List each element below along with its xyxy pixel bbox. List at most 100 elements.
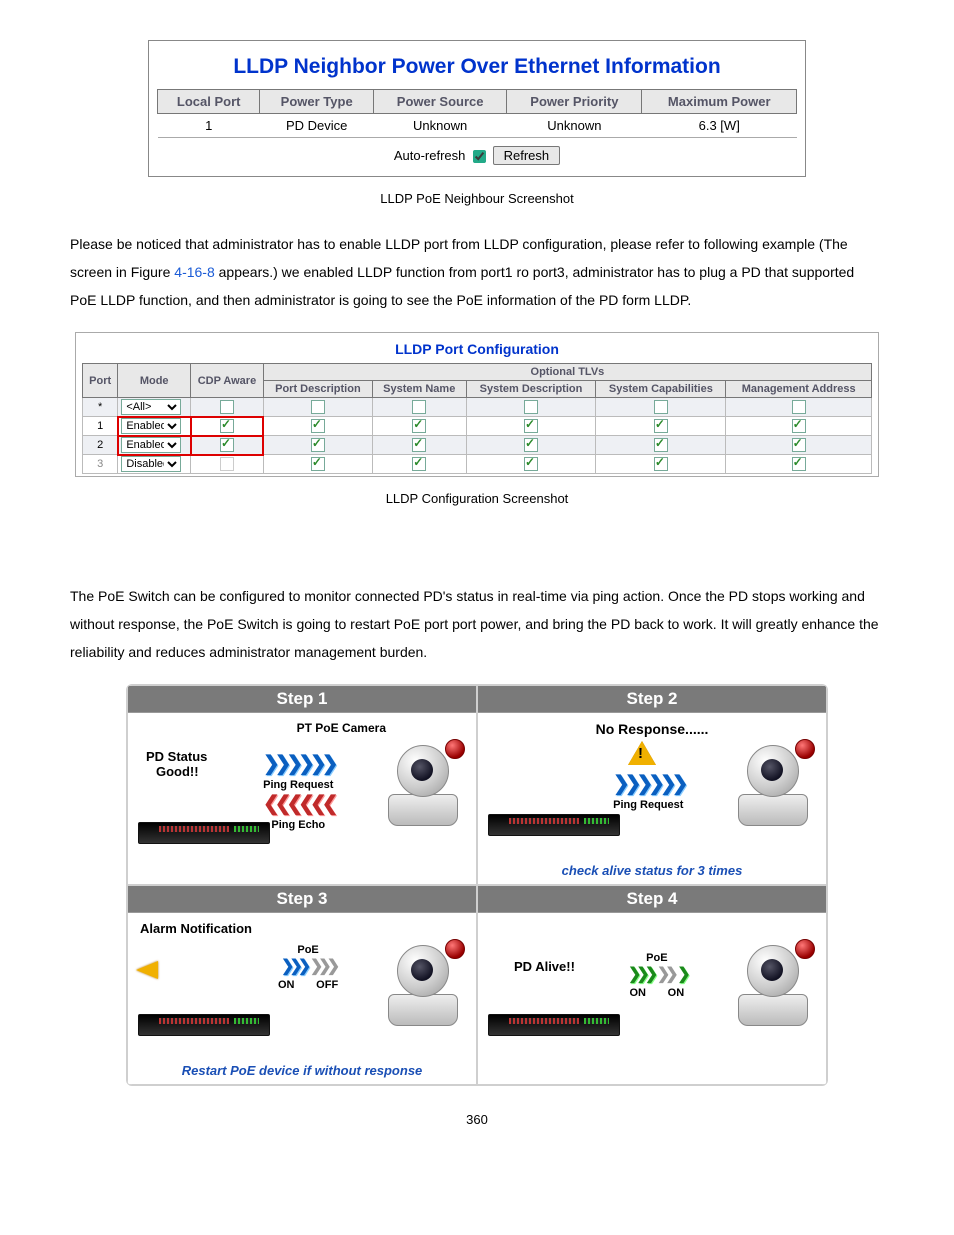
step-4-header: Step 4 <box>478 886 826 913</box>
cell-port: 3 <box>83 455 118 474</box>
cell-power-priority: Unknown <box>507 114 642 138</box>
cell-port: * <box>83 398 118 417</box>
on-label: ON <box>630 987 647 999</box>
cdp-checkbox[interactable] <box>220 400 234 414</box>
good-label: Good!! <box>156 764 199 779</box>
steps-diagram: Step 1 PD Status Good!! PT PoE Camera ❯❯… <box>126 684 828 1086</box>
arrow-left-icon <box>136 961 158 979</box>
paragraph-2: The PoE Switch can be configured to moni… <box>70 582 884 666</box>
pd-alive-label: PD Alive!! <box>514 959 575 974</box>
scap-checkbox[interactable] <box>654 438 668 452</box>
chevron-right-icon: ❯❯❯ <box>310 956 335 976</box>
cell-local-port: 1 <box>158 114 260 138</box>
lldp-poe-title: LLDP Neighbor Power Over Ethernet Inform… <box>157 55 797 79</box>
th-power-type: Power Type <box>260 90 374 114</box>
pd-status-label: PD Status <box>146 749 207 764</box>
chevron-right-icon: ❯ <box>677 964 685 984</box>
step-3-header: Step 3 <box>128 886 476 913</box>
mode-select-3[interactable]: Disabled <box>121 456 181 472</box>
chevron-right-icon: ❯❯❯❯❯❯ <box>263 751 334 776</box>
cell-max-power: 6.3 [W] <box>642 114 797 138</box>
switch-icon <box>138 822 270 844</box>
mode-select-2[interactable]: Enabled <box>121 437 181 453</box>
maddr-checkbox[interactable] <box>792 457 806 471</box>
sdesc-checkbox[interactable] <box>524 438 538 452</box>
cdp-checkbox[interactable] <box>220 419 234 433</box>
cell-port: 2 <box>83 436 118 455</box>
pdesc-checkbox[interactable] <box>311 457 325 471</box>
th-optional-tlvs: Optional TLVs <box>263 364 871 381</box>
table-row: 1 PD Device Unknown Unknown 6.3 [W] <box>158 114 797 138</box>
on-label: ON <box>278 979 295 991</box>
switch-icon <box>138 1014 270 1036</box>
pdesc-checkbox[interactable] <box>311 400 325 414</box>
no-response-label: No Response...... <box>478 721 826 737</box>
chevron-left-icon: ❮❮❮❮❮❮ <box>263 791 334 816</box>
step-4-cell: Step 4 PD Alive!! PoE ❯❯❯ ❯❯ ❯ ON ON <box>477 885 827 1085</box>
table-row: * <All> <box>83 398 872 417</box>
camera-icon <box>733 941 811 1026</box>
th-mode: Mode <box>118 364 191 398</box>
lldp-poe-caption: LLDP PoE Neighbour Screenshot <box>70 191 884 206</box>
switch-icon <box>488 1014 620 1036</box>
off-label: OFF <box>316 979 338 991</box>
th-port-desc: Port Description <box>263 381 372 398</box>
sdesc-checkbox[interactable] <box>524 457 538 471</box>
lldp-config-table: Port Mode CDP Aware Optional TLVs Port D… <box>82 363 872 474</box>
check-alive-label: check alive status for 3 times <box>478 863 826 878</box>
on-label: ON <box>668 987 685 999</box>
cell-power-source: Unknown <box>374 114 507 138</box>
chevron-right-icon: ❯❯❯ <box>281 956 306 976</box>
scap-checkbox[interactable] <box>654 419 668 433</box>
sdesc-checkbox[interactable] <box>524 419 538 433</box>
scap-checkbox[interactable] <box>654 457 668 471</box>
lldp-poe-table-box: LLDP Neighbor Power Over Ethernet Inform… <box>148 40 806 177</box>
table-row: 3 Disabled <box>83 455 872 474</box>
step-1-cell: Step 1 PD Status Good!! PT PoE Camera ❯❯… <box>127 685 477 885</box>
lldp-config-box: LLDP Port Configuration Port Mode CDP Aw… <box>75 332 879 477</box>
sname-checkbox[interactable] <box>412 457 426 471</box>
sname-checkbox[interactable] <box>412 438 426 452</box>
lldp-poe-table: Local Port Power Type Power Source Power… <box>157 89 797 138</box>
ping-request-label: Ping Request <box>613 799 683 811</box>
figure-link[interactable]: 4-16-8 <box>174 264 214 280</box>
cell-port: 1 <box>83 417 118 436</box>
step-2-cell: Step 2 No Response...... ❯❯❯❯❯❯ Ping Req… <box>477 685 827 885</box>
poe-label: PoE <box>297 944 318 956</box>
step-3-cell: Step 3 Alarm Notification PoE ❯❯❯ ❯❯❯ ON… <box>127 885 477 1085</box>
th-mgmt-addr: Management Address <box>726 381 872 398</box>
chevron-right-icon: ❯❯❯❯❯❯ <box>613 771 684 796</box>
th-sys-name: System Name <box>372 381 466 398</box>
mode-select-1[interactable]: Enabled <box>121 418 181 434</box>
scap-checkbox[interactable] <box>654 400 668 414</box>
warning-icon <box>628 741 656 768</box>
th-power-priority: Power Priority <box>507 90 642 114</box>
auto-refresh-checkbox[interactable] <box>473 150 486 163</box>
sname-checkbox[interactable] <box>412 400 426 414</box>
lldp-config-title: LLDP Port Configuration <box>82 341 872 357</box>
th-cdp: CDP Aware <box>191 364 264 398</box>
th-power-source: Power Source <box>374 90 507 114</box>
sdesc-checkbox[interactable] <box>524 400 538 414</box>
pdesc-checkbox[interactable] <box>311 419 325 433</box>
maddr-checkbox[interactable] <box>792 419 806 433</box>
lldp-config-caption: LLDP Configuration Screenshot <box>70 491 884 506</box>
th-port: Port <box>83 364 118 398</box>
poe-label: PoE <box>646 952 667 964</box>
mode-select-all[interactable]: <All> <box>121 399 181 415</box>
camera-icon <box>383 941 461 1026</box>
chevron-right-icon: ❯❯ <box>657 964 674 984</box>
paragraph-1: Please be noticed that administrator has… <box>70 230 884 314</box>
maddr-checkbox[interactable] <box>792 400 806 414</box>
camera-icon <box>733 741 811 826</box>
step-2-header: Step 2 <box>478 686 826 713</box>
pdesc-checkbox[interactable] <box>311 438 325 452</box>
sname-checkbox[interactable] <box>412 419 426 433</box>
cdp-checkbox[interactable] <box>220 457 234 471</box>
refresh-button[interactable]: Refresh <box>493 146 561 165</box>
th-local-port: Local Port <box>158 90 260 114</box>
cdp-checkbox[interactable] <box>220 438 234 452</box>
ping-echo-label: Ping Echo <box>271 819 325 831</box>
maddr-checkbox[interactable] <box>792 438 806 452</box>
cell-power-type: PD Device <box>260 114 374 138</box>
